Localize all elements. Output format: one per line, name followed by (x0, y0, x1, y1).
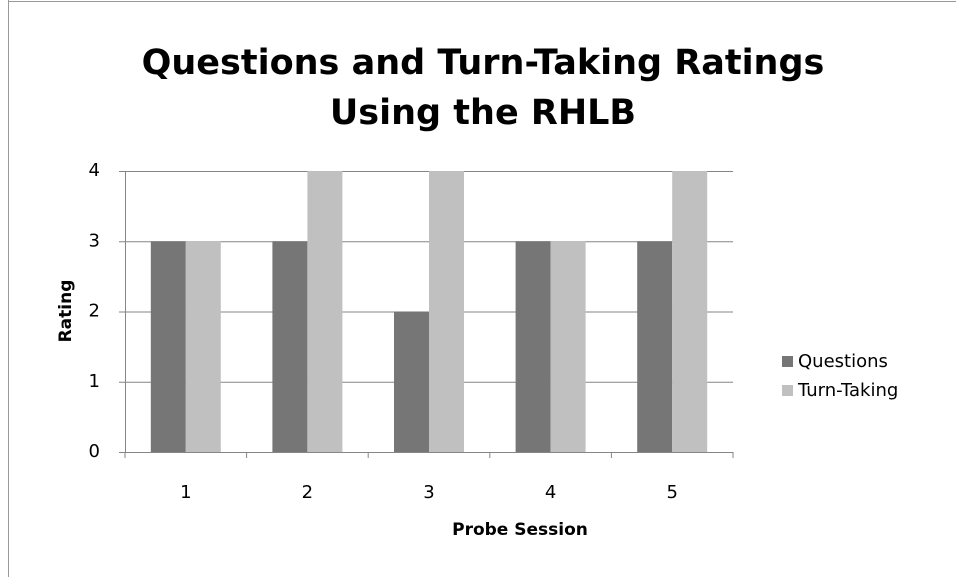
bar (672, 171, 708, 452)
x-tick-label: 1 (180, 482, 191, 503)
bar (150, 241, 186, 452)
legend-label: Questions (798, 351, 888, 372)
legend-label: Turn-Taking (797, 380, 898, 401)
y-tick-label: 0 (89, 441, 100, 462)
chart-title: Questions and Turn-Taking Ratings Using … (141, 43, 825, 133)
bar (429, 171, 464, 452)
legend-swatch (782, 356, 793, 367)
bar (550, 241, 586, 452)
x-axis-label: Probe Session (452, 520, 588, 540)
bar (637, 241, 673, 452)
bar (185, 241, 221, 452)
x-tick-label: 5 (666, 482, 677, 503)
x-tick-label: 4 (545, 482, 556, 503)
x-tick-label: 3 (423, 482, 434, 503)
bar (515, 241, 551, 452)
x-tick-label: 2 (302, 482, 313, 503)
y-tick-label: 4 (89, 160, 100, 181)
legend-swatch (782, 385, 793, 396)
bar (307, 171, 343, 452)
y-tick-label: 3 (89, 230, 100, 251)
y-axis-label: Rating (56, 280, 76, 343)
bar (394, 311, 429, 452)
bar (272, 241, 308, 452)
y-tick-label: 1 (89, 371, 100, 392)
y-tick-label: 2 (89, 301, 100, 322)
